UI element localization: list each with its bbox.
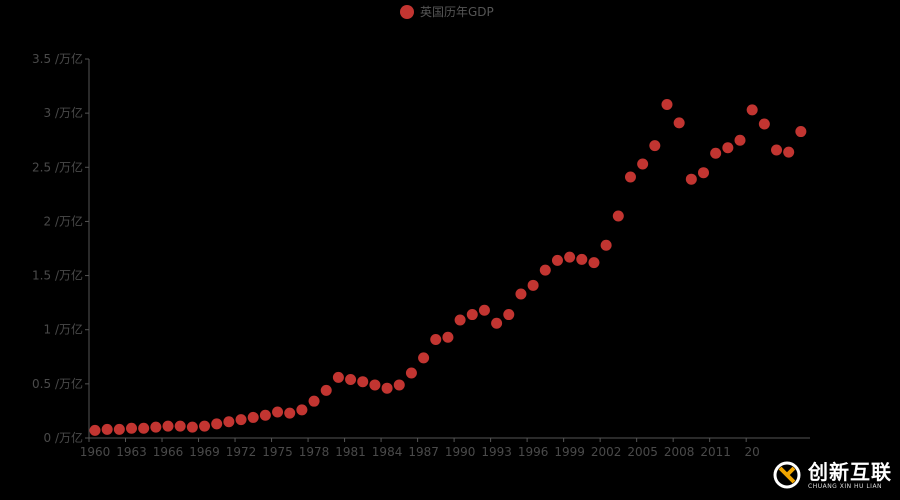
data-point[interactable] [515,288,527,300]
data-point[interactable] [551,254,563,266]
data-point[interactable] [612,210,624,222]
data-point[interactable] [527,279,539,291]
y-tick-label: 0 /万亿 [44,430,84,445]
data-point[interactable] [162,420,174,432]
watermark-en: CHUANG XIN HU LIAN [808,482,883,490]
x-tick-label: 1984 [372,445,403,459]
y-tick-label: 0.5 /万亿 [32,376,83,391]
data-point[interactable] [405,367,417,379]
data-point[interactable] [150,421,162,433]
data-point[interactable] [393,379,405,391]
legend-dot-icon [400,4,414,19]
data-point[interactable] [783,146,795,158]
x-tick-label: 1975 [262,445,293,459]
data-point[interactable] [247,411,259,423]
y-tick-label: 1 /万亿 [44,322,84,337]
data-point[interactable] [710,147,722,159]
data-point[interactable] [430,333,442,345]
data-point[interactable] [381,382,393,394]
data-point[interactable] [211,418,223,430]
data-point[interactable] [722,142,734,154]
y-tick-label: 2.5 /万亿 [32,159,83,174]
data-point[interactable] [332,371,344,383]
x-tick-label: 1993 [481,445,512,459]
x-tick-label: 1990 [445,445,476,459]
data-point[interactable] [685,173,697,185]
y-tick-label: 3.5 /万亿 [32,51,83,66]
data-point[interactable] [734,134,746,146]
brand-logo-icon [773,461,801,489]
data-point[interactable] [478,304,490,316]
x-tick-label: 1960 [80,445,111,459]
data-point[interactable] [186,421,198,433]
data-point[interactable] [454,314,466,326]
data-point[interactable] [576,253,588,265]
legend-label: 英国历年GDP [420,5,494,19]
data-point[interactable] [345,374,357,386]
data-point[interactable] [539,264,551,276]
data-point[interactable] [320,384,332,396]
x-tick-label: 1969 [189,445,220,459]
data-point[interactable] [795,126,807,138]
data-point[interactable] [649,140,661,152]
data-point[interactable] [758,118,770,130]
x-tick-label: 1972 [226,445,257,459]
data-point[interactable] [466,309,478,321]
x-tick-label: 2005 [627,445,658,459]
data-point[interactable] [138,422,150,434]
x-tick-label: 1987 [408,445,439,459]
data-point[interactable] [673,117,685,129]
data-point[interactable] [564,251,576,263]
x-tick-label: 20 [745,445,760,459]
data-point[interactable] [126,422,138,434]
data-point[interactable] [101,423,113,435]
data-point[interactable] [588,257,600,269]
data-point[interactable] [746,104,758,116]
x-tick-label: 2011 [700,445,731,459]
data-point[interactable] [296,404,308,416]
data-point[interactable] [308,395,320,407]
x-tick-label: 1966 [153,445,184,459]
x-tick-label: 2008 [664,445,695,459]
data-point[interactable] [284,407,296,419]
watermark-cn: 创新互联 [808,459,892,484]
data-point[interactable] [89,424,101,436]
data-point[interactable] [600,239,612,251]
data-point[interactable] [235,414,247,426]
watermark: 创新互联 CHUANG XIN HU LIAN [772,460,892,490]
data-point[interactable] [503,309,515,321]
data-point[interactable] [223,416,235,428]
y-tick-label: 1.5 /万亿 [32,268,83,283]
data-point[interactable] [369,379,381,391]
x-tick-label: 1999 [554,445,585,459]
data-point[interactable] [771,144,783,156]
x-tick-label: 1981 [335,445,366,459]
data-point[interactable] [272,406,284,418]
data-point[interactable] [442,331,454,343]
data-point[interactable] [418,352,430,364]
data-point[interactable] [174,420,186,432]
x-tick-label: 2002 [591,445,622,459]
data-point[interactable] [259,409,271,421]
x-tick-label: 1963 [116,445,147,459]
data-point[interactable] [357,376,369,388]
data-point[interactable] [661,98,673,110]
data-point[interactable] [199,420,211,432]
data-point[interactable] [698,167,709,179]
y-tick-label: 2 /万亿 [44,213,84,228]
data-point[interactable] [637,158,649,170]
data-point[interactable] [113,423,125,435]
legend-item[interactable]: 英国历年GDP [400,3,494,20]
data-point[interactable] [491,317,503,329]
x-tick-label: 1978 [299,445,330,459]
x-tick-label: 1996 [518,445,549,459]
y-tick-label: 3 /万亿 [44,105,84,120]
data-point[interactable] [624,171,636,183]
